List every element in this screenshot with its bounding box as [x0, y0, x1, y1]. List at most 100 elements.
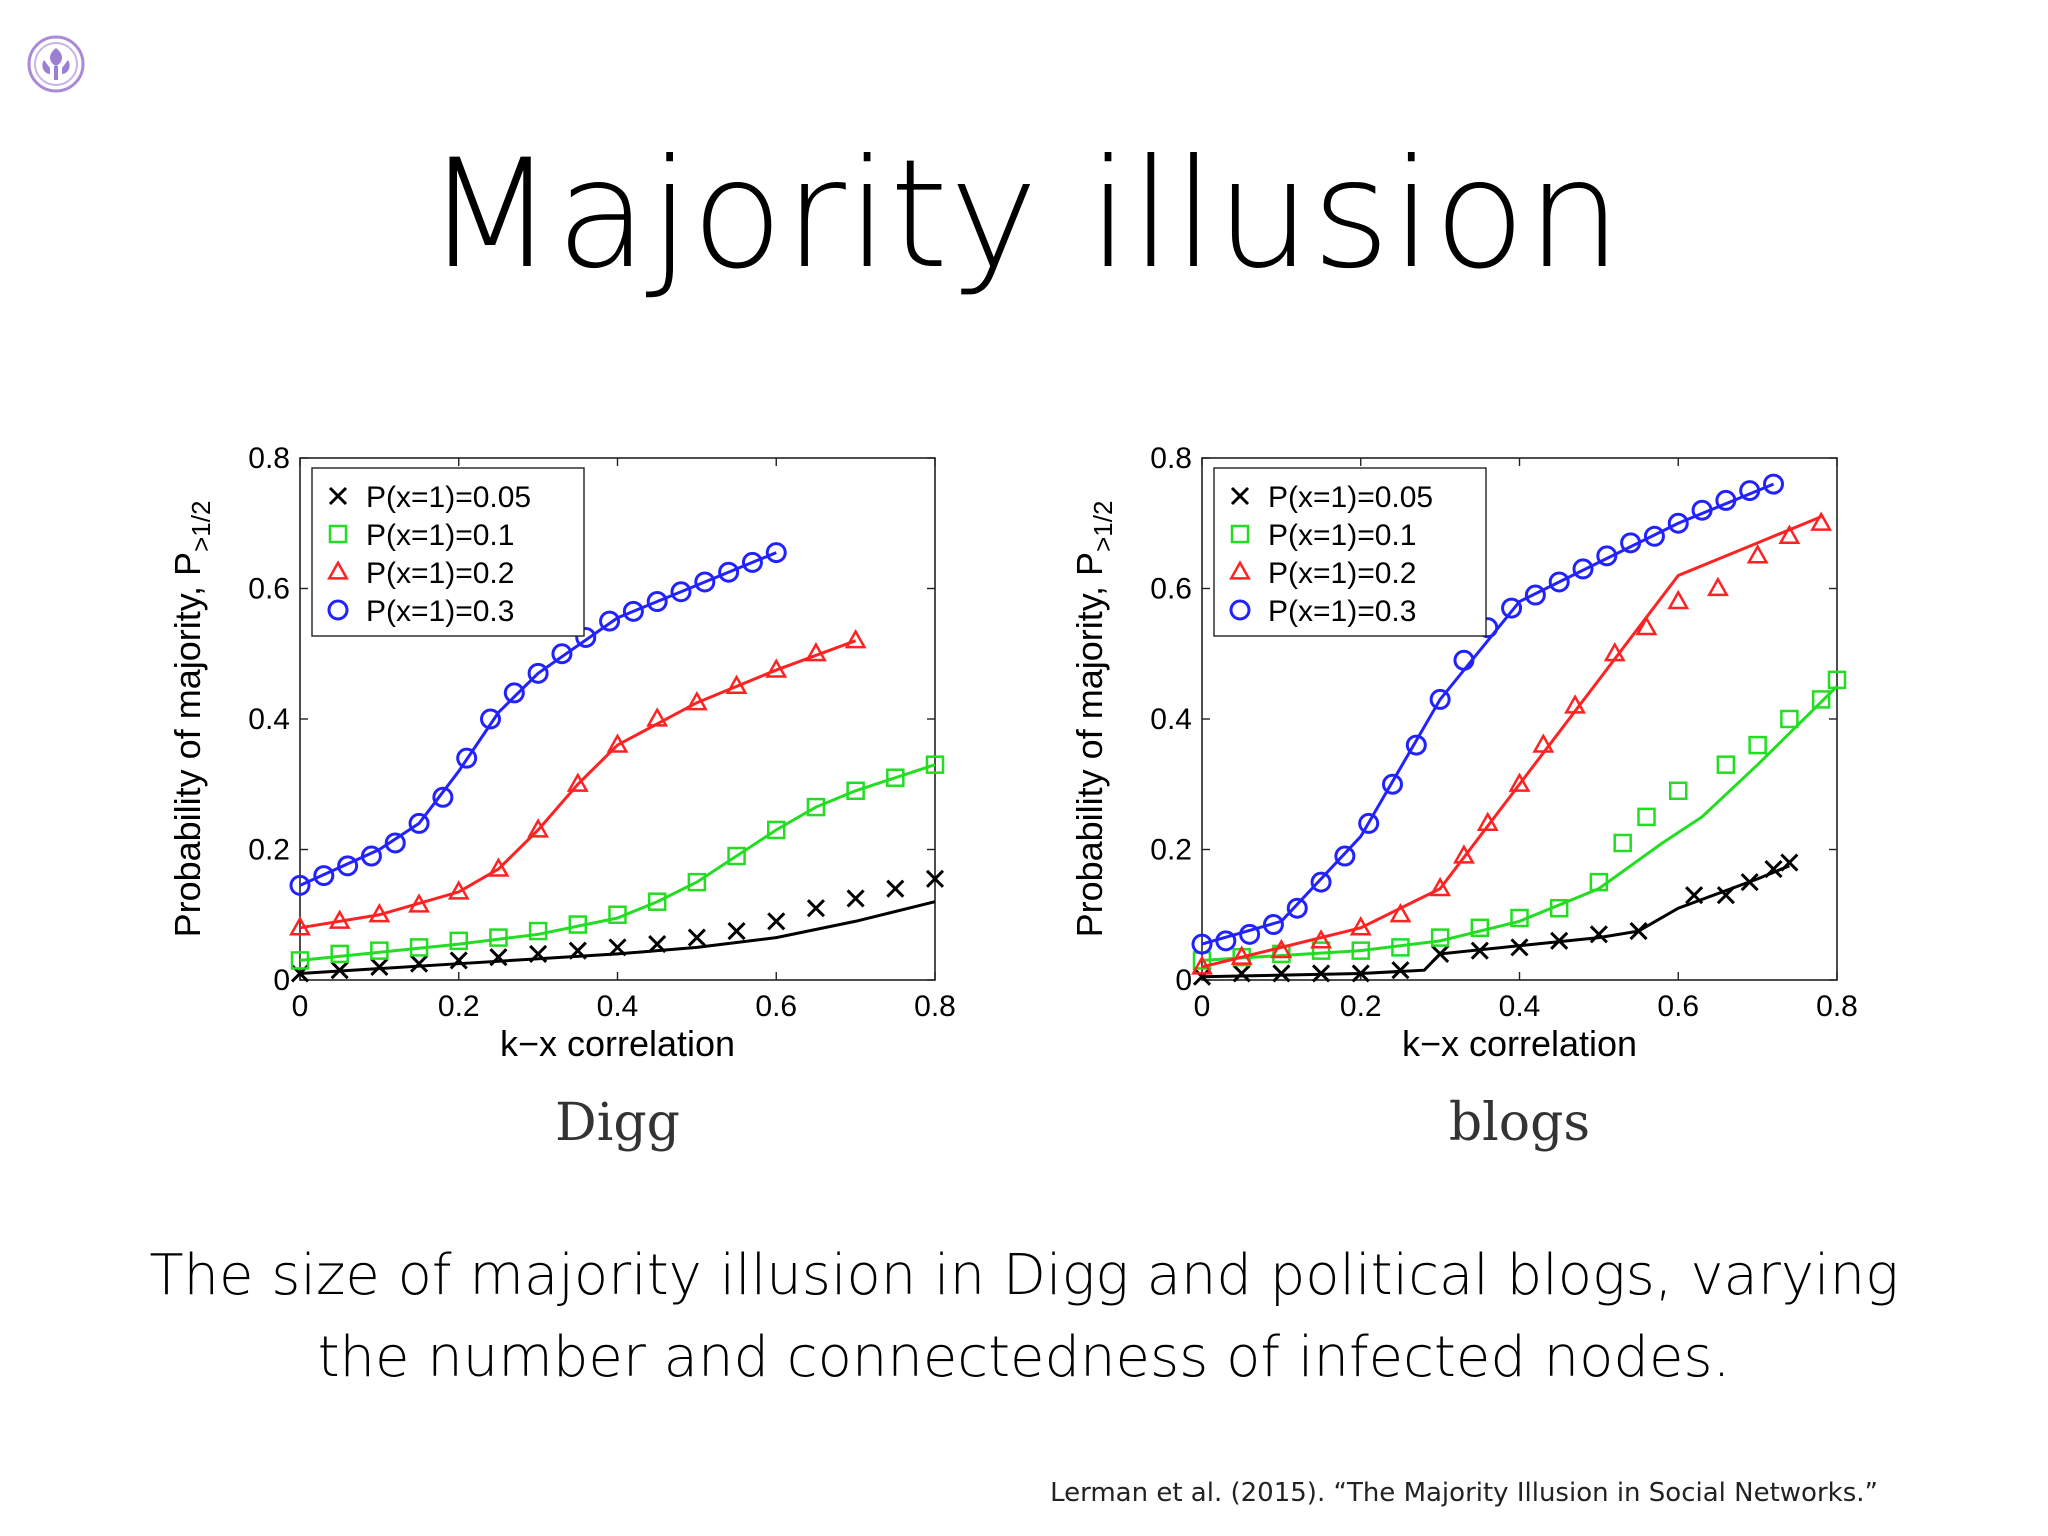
data-point	[1215, 930, 1237, 952]
legend-entry: P(x=1)=0.1	[366, 519, 514, 552]
y-tick-label: 0.2	[248, 834, 290, 867]
data-point	[741, 551, 763, 573]
series-0	[1192, 853, 1799, 986]
digg-chart: 00 0.2 0.2 0.4 0.4 0.6 0.6 0.8 0.8 k−x correlatio…	[167, 442, 956, 1153]
y-tick-label: 0.2	[1150, 834, 1192, 867]
y-tick-label: 0.8	[1150, 442, 1192, 475]
data-point	[1715, 489, 1737, 511]
data-point	[727, 846, 746, 866]
data-point	[551, 643, 573, 665]
data-point	[767, 912, 786, 931]
citation: Lerman et al. (2015). “The Majority Illu…	[1050, 1478, 1878, 1508]
data-point	[622, 600, 644, 622]
data-point	[608, 938, 627, 957]
data-point	[1637, 807, 1656, 827]
data-point	[313, 865, 335, 887]
data-point	[1262, 914, 1284, 936]
legend-marker	[328, 524, 348, 544]
data-point	[1549, 898, 1569, 918]
data-point	[1739, 480, 1761, 502]
chart-title: blogs	[1449, 1093, 1590, 1153]
y-tick-label: 0	[1175, 964, 1192, 997]
data-point	[1620, 532, 1642, 554]
data-point	[337, 855, 359, 877]
data-point	[767, 820, 786, 840]
data-point	[1746, 544, 1769, 564]
data-point	[1391, 961, 1410, 980]
data-point	[1452, 844, 1475, 864]
data-point	[1740, 873, 1759, 892]
data-point	[409, 938, 429, 957]
data-point	[568, 915, 588, 934]
data-point	[1589, 925, 1608, 944]
data-point	[1391, 938, 1410, 957]
model-line	[1201, 482, 1775, 946]
data-point	[1470, 941, 1489, 960]
caption-line-1: The size of majority illusion in Digg an…	[149, 1243, 1899, 1308]
data-point	[687, 872, 707, 892]
data-point	[1780, 853, 1799, 872]
legend-entry: P(x=1)=0.05	[366, 481, 531, 514]
data-point	[765, 542, 787, 564]
data-point	[1191, 933, 1213, 955]
data-point	[1453, 649, 1475, 671]
series-1	[1192, 670, 1847, 970]
data-point	[718, 561, 740, 583]
x-tick-label: 0	[1194, 990, 1211, 1023]
data-point	[330, 961, 349, 980]
data-point	[1716, 886, 1735, 905]
data-point	[480, 708, 501, 730]
data-point	[575, 626, 597, 648]
y-axis-label-main: Probability of majority, P	[1069, 552, 1110, 937]
legend: P(x=1)=0.05 P(x=1)=0.1 P(x=1)=0.2 P(x=1)=0.…	[1213, 467, 1487, 637]
data-point	[1510, 938, 1529, 957]
data-point	[1780, 709, 1799, 729]
data-point	[806, 797, 826, 817]
legend-entry: P(x=1)=0.1	[1268, 519, 1416, 552]
x-tick-label: 0.2	[1340, 990, 1382, 1023]
data-point	[368, 903, 391, 923]
data-point	[1429, 876, 1452, 897]
y-tick-label: 0	[273, 964, 290, 997]
data-point	[370, 941, 389, 960]
legend-marker	[1230, 486, 1250, 506]
model-line	[299, 900, 936, 975]
data-point	[1310, 871, 1332, 893]
data-point	[566, 772, 589, 792]
data-point	[1351, 941, 1370, 960]
data-point	[1191, 955, 1213, 975]
data-point	[1589, 872, 1609, 892]
data-point	[1334, 845, 1356, 867]
data-point	[727, 922, 746, 941]
series-1	[290, 755, 945, 970]
data-point	[1764, 860, 1783, 879]
x-tick-label: 0.4	[597, 990, 639, 1023]
data-point	[1572, 558, 1594, 580]
data-point	[1382, 773, 1403, 795]
data-point	[1564, 694, 1587, 714]
data-point	[503, 682, 525, 704]
legend-marker	[1229, 560, 1251, 580]
legend-marker	[1229, 599, 1251, 621]
data-point	[1470, 918, 1490, 938]
legend-marker	[1230, 524, 1250, 544]
data-point	[725, 674, 748, 695]
data-point	[646, 591, 668, 613]
data-point	[489, 928, 508, 947]
data-point	[1532, 733, 1555, 753]
data-point	[432, 786, 454, 808]
data-point	[765, 658, 788, 678]
data-point	[289, 874, 311, 896]
legend-marker	[328, 486, 348, 506]
legend: P(x=1)=0.05 P(x=1)=0.1 P(x=1)=0.2 P(x=1)=0.…	[311, 467, 585, 637]
data-point	[886, 768, 905, 787]
data-point	[1272, 964, 1291, 983]
y-axis-label-main: Probability of majority, P	[167, 552, 208, 937]
data-point	[1669, 781, 1688, 801]
data-point	[806, 899, 825, 918]
data-point	[1763, 473, 1784, 495]
data-point	[670, 581, 692, 603]
data-point	[648, 935, 667, 954]
data-point	[456, 747, 478, 769]
legend-marker	[327, 560, 349, 580]
